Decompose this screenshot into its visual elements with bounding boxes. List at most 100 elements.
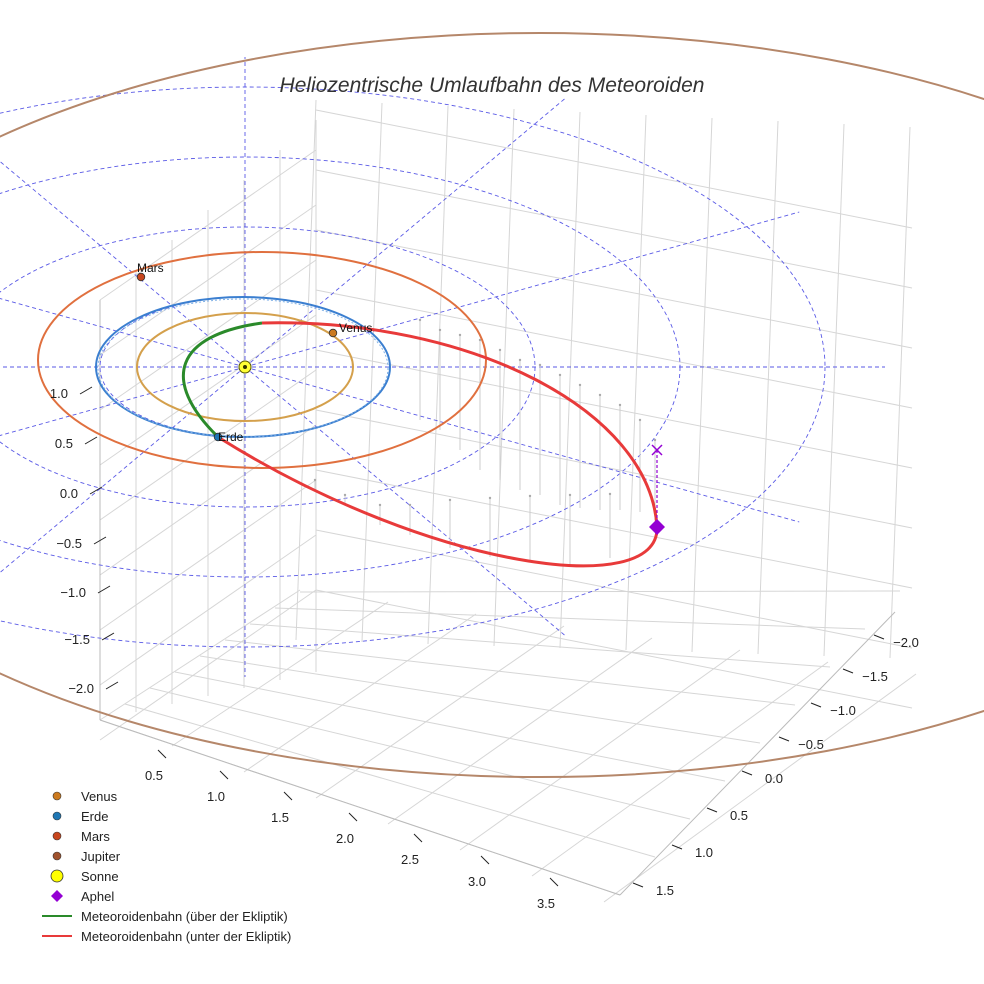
drop-point	[518, 358, 522, 362]
legend-label-aphel: Aphel	[81, 888, 115, 904]
chart-title: Heliozentrische Umlaufbahn des Meteoroid…	[279, 74, 705, 97]
y-tick-label: −2.0	[893, 635, 919, 650]
ecliptic-spoke	[244, 366, 800, 523]
grid-line	[315, 349, 913, 469]
axis-edge	[99, 719, 621, 896]
planet-label-mars: Mars	[137, 261, 164, 275]
pane-grid	[99, 99, 917, 903]
legend-diamond	[51, 890, 63, 902]
legend-symbol-above	[38, 906, 76, 926]
legend-dot	[52, 831, 62, 841]
meteoroid-orbit	[181, 321, 663, 568]
grid-line	[315, 289, 913, 409]
drop-point	[478, 338, 482, 342]
z-tick-label: 0.5	[55, 436, 73, 451]
grid-line	[299, 590, 901, 593]
grid-line	[315, 229, 913, 349]
planet-label-venus: Venus	[339, 321, 372, 335]
ecliptic-grid	[0, 57, 885, 677]
x-tick-mark	[549, 877, 559, 887]
grid-line	[315, 529, 913, 649]
x-tick-label: 1.5	[271, 810, 289, 825]
legend-item-mars: Mars	[38, 826, 291, 846]
orbit-jupiter	[0, 32, 984, 778]
grid-line	[99, 589, 301, 721]
grid-line	[99, 314, 317, 466]
orbit-venus	[136, 312, 354, 422]
legend-dot	[52, 791, 62, 801]
x-tick-label: 3.5	[537, 896, 555, 911]
grid-line	[99, 369, 317, 521]
drop-point	[558, 373, 562, 377]
ecliptic-spoke	[244, 366, 566, 636]
z-tick-mark	[105, 681, 119, 690]
meteoroid-path-above	[181, 321, 263, 439]
grid-line	[691, 117, 713, 653]
legend-symbol-venus	[38, 786, 76, 806]
grid-line	[315, 409, 913, 529]
x-tick-mark	[219, 770, 229, 780]
z-tick-mark	[93, 536, 107, 545]
planet-marker-mars	[136, 272, 146, 282]
x-tick-label: 2.0	[336, 831, 354, 846]
y-tick-label: 0.0	[765, 771, 783, 786]
z-tick-label: −1.0	[60, 585, 86, 600]
drop-point	[378, 503, 382, 507]
planet-marker-venus	[328, 328, 338, 338]
z-tick-label: −1.5	[64, 632, 90, 647]
drop-point	[538, 363, 542, 367]
y-tick-label: −0.5	[798, 737, 824, 752]
legend-symbol-jupiter	[38, 846, 76, 866]
x-tick-label: 0.5	[145, 768, 163, 783]
drop-point	[608, 492, 612, 496]
drop-point	[598, 393, 602, 397]
grid-line	[387, 637, 653, 825]
legend-label-jupiter: Jupiter	[81, 848, 121, 864]
x-tick-mark	[413, 833, 423, 843]
legend-symbol-aphel	[38, 886, 76, 906]
drop-point	[578, 383, 582, 387]
x-tick-label: 1.0	[207, 789, 225, 804]
z-tick-label: 1.0	[50, 386, 68, 401]
drop-point	[653, 438, 657, 442]
legend-item-above: Meteoroidenbahn (über der Ekliptik)	[38, 906, 291, 926]
x-tick-label: 3.0	[468, 874, 486, 889]
grid-line	[889, 126, 911, 659]
aphel-x-stroke	[651, 444, 663, 456]
z-tick-mark	[79, 386, 93, 395]
meteoroid-path-below	[217, 321, 659, 568]
grid-line	[243, 613, 477, 773]
grid-line	[99, 534, 317, 686]
drop-point	[568, 493, 572, 497]
y-tick-mark	[873, 634, 885, 640]
drop-point	[438, 328, 442, 332]
legend-symbol-below	[38, 926, 76, 946]
grid-line	[124, 703, 656, 858]
grid-line	[199, 655, 761, 744]
drop-point	[313, 478, 317, 482]
grid-line	[99, 589, 317, 741]
aphel-marker	[649, 519, 665, 535]
grid-line	[559, 111, 581, 649]
z-tick-mark	[84, 436, 98, 445]
legend-label-below: Meteoroidenbahn (unter der Ekliptik)	[81, 928, 292, 944]
drop-lines	[313, 318, 657, 565]
drop-point	[343, 493, 347, 497]
z-tick-label: 0.0	[60, 486, 78, 501]
grid-line	[274, 607, 866, 630]
z-tick-label: −0.5	[56, 536, 82, 551]
x-tick-mark	[157, 749, 167, 759]
drop-point	[618, 403, 622, 407]
grid-line	[174, 671, 726, 782]
aphel-projection-marker	[651, 444, 663, 456]
legend-item-erde: Erde	[38, 806, 291, 826]
grid-line	[171, 601, 389, 747]
grid-line	[625, 114, 647, 651]
z-tick-label: −2.0	[68, 681, 94, 696]
drop-point	[408, 503, 412, 507]
grid-line	[361, 102, 383, 643]
legend-symbol-mars	[38, 826, 76, 846]
legend-item-jupiter: Jupiter	[38, 846, 291, 866]
drop-point	[498, 348, 502, 352]
